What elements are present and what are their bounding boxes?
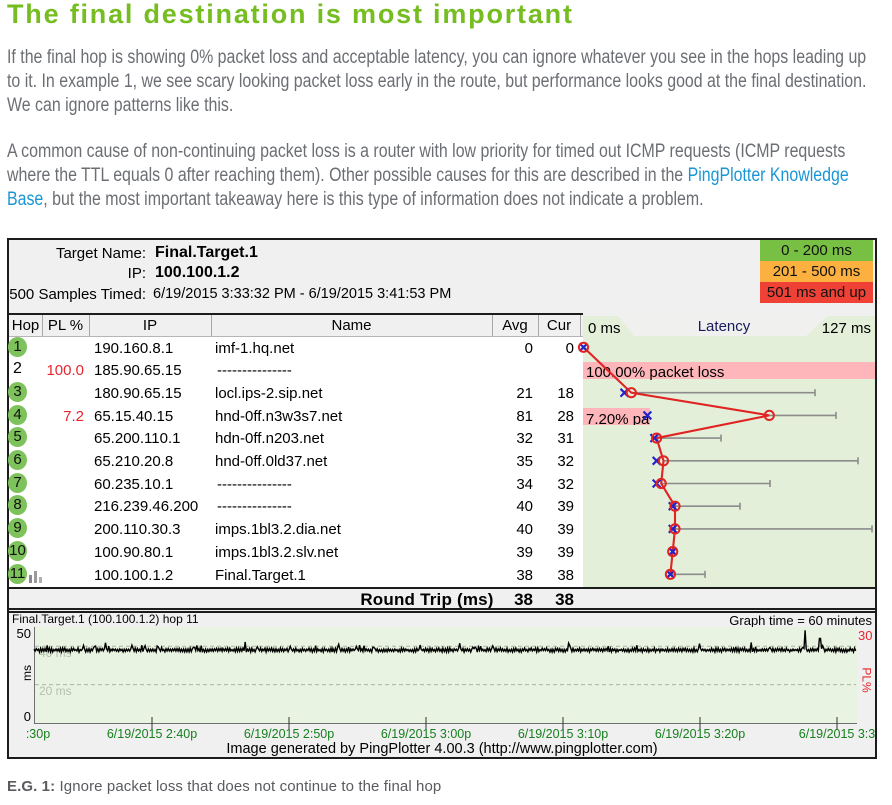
- svg-text:20 ms: 20 ms: [39, 684, 72, 698]
- svg-text:6/19/2015 3:00p: 6/19/2015 3:00p: [381, 727, 471, 741]
- svg-text:6/19/2015 3:3: 6/19/2015 3:3: [799, 727, 875, 741]
- svg-text:6/19/2015 2:50p: 6/19/2015 2:50p: [244, 727, 334, 741]
- svg-text:6/19/2015 2:40p: 6/19/2015 2:40p: [107, 727, 197, 741]
- svg-text::30p: :30p: [26, 727, 50, 741]
- svg-text:6/19/2015 3:10p: 6/19/2015 3:10p: [518, 727, 608, 741]
- svg-text:6/19/2015 3:20p: 6/19/2015 3:20p: [655, 727, 745, 741]
